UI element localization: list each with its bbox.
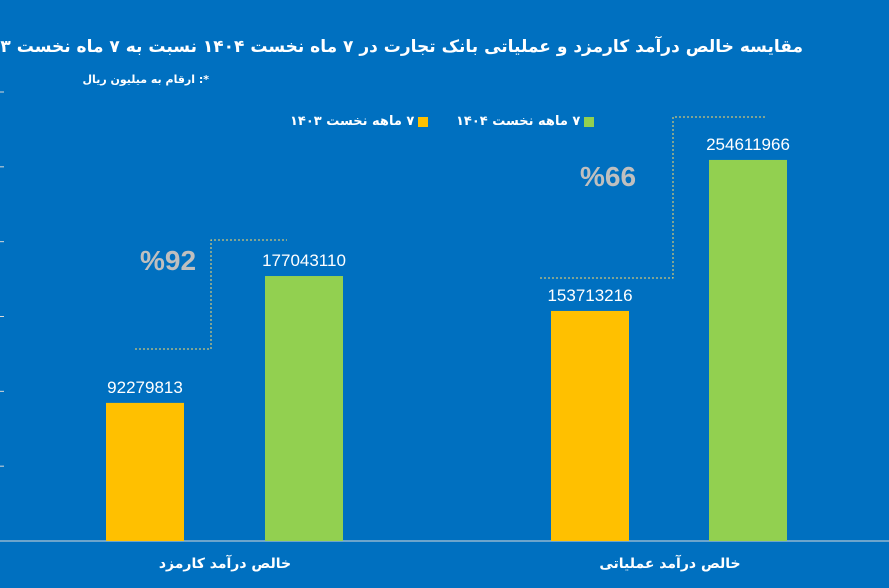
legend-item-1404: ۷ ماهه نخست ۱۴۰۴ [456, 114, 595, 129]
legend-item-1403: ۷ ماهه نخست ۱۴۰۳ [290, 114, 429, 129]
chart-title: مقایسه خالص درآمد کارمزد و عملیاتی بانک … [0, 37, 803, 57]
data-label: 153713216 [547, 286, 632, 305]
bar [265, 276, 343, 541]
legend-swatch [418, 116, 429, 127]
legend-label: ۷ ماهه نخست ۱۴۰۳ [290, 114, 415, 129]
bar [106, 402, 184, 541]
bar [551, 310, 629, 541]
bar [709, 159, 787, 541]
category-label: خالص درآمد عملیاتی [599, 556, 741, 572]
growth-annotation: %92 [140, 245, 196, 276]
category-label: خالص درآمد کارمزد [158, 556, 292, 572]
legend-label: ۷ ماهه نخست ۱۴۰۴ [456, 114, 581, 129]
chart-subtitle: *: ارقام به میلیون ریال [82, 73, 209, 86]
growth-connector [540, 116, 765, 279]
data-label: 254611966 [706, 135, 790, 154]
data-label: 177043110 [262, 251, 346, 270]
data-label: 92279813 [107, 378, 183, 397]
growth-annotation: %66 [580, 161, 636, 192]
growth-connector [135, 239, 287, 350]
legend-swatch [584, 116, 595, 127]
